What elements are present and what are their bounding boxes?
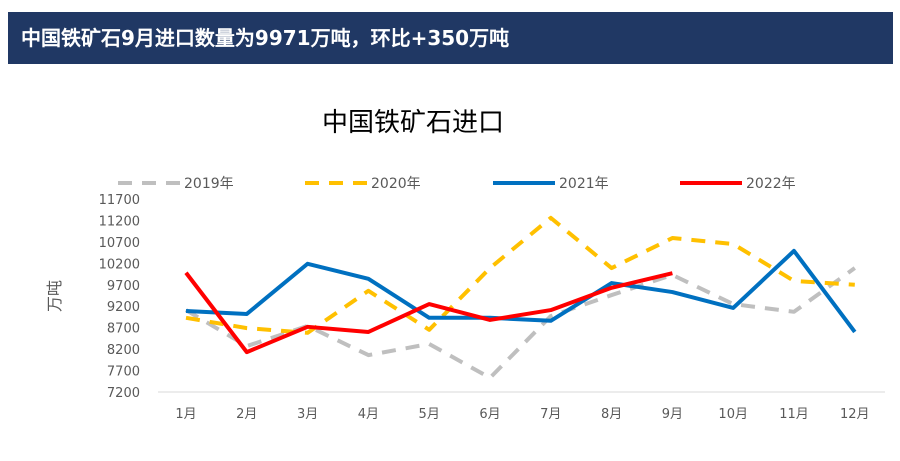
x-tick-label: 6月 <box>479 407 500 422</box>
y-tick-label: 9700 <box>107 279 140 294</box>
x-tick-label: 7月 <box>540 407 561 422</box>
y-tick-label: 11200 <box>99 214 140 229</box>
x-tick-label: 8月 <box>601 407 622 422</box>
x-tick-label: 1月 <box>175 407 196 422</box>
y-tick-label: 7700 <box>107 365 140 380</box>
series-line-2021年 <box>185 248 857 334</box>
legend-item: 2020年 <box>305 176 421 192</box>
x-tick-label: 2月 <box>236 407 257 422</box>
legend-label: 2021年 <box>559 176 609 192</box>
x-tick-label: 3月 <box>297 407 318 422</box>
legend-item: 2019年 <box>118 176 234 192</box>
y-tick-label: 10200 <box>99 257 140 272</box>
series-line-2019年 <box>184 266 856 380</box>
y-tick-label: 10700 <box>99 236 140 251</box>
legend-label: 2020年 <box>371 176 421 192</box>
chart-title: 中国铁矿石进口 <box>322 108 504 138</box>
x-tick-label: 4月 <box>358 407 379 422</box>
x-tick-label: 5月 <box>419 407 440 422</box>
y-tick-label: 7200 <box>107 386 140 401</box>
x-tick-label: 11月 <box>779 407 809 422</box>
x-tick-label: 12月 <box>840 407 870 422</box>
x-tick-label: 9月 <box>662 407 683 422</box>
legend-item: 2021年 <box>493 176 609 192</box>
legend-label: 2022年 <box>746 176 796 192</box>
headline-banner: 中国铁矿石9月进口数量为9971万吨，环比+350万吨 <box>8 12 893 64</box>
y-axis-label: 万吨 <box>45 280 64 312</box>
legend-item: 2022年 <box>680 176 796 192</box>
legend-label: 2019年 <box>184 176 234 192</box>
y-tick-label: 9200 <box>107 300 140 315</box>
y-tick-label: 8700 <box>107 322 140 337</box>
series-line-2020年 <box>185 215 855 335</box>
y-tick-label: 8200 <box>107 343 140 358</box>
x-tick-label: 10月 <box>718 407 748 422</box>
y-tick-label: 11700 <box>99 193 140 208</box>
